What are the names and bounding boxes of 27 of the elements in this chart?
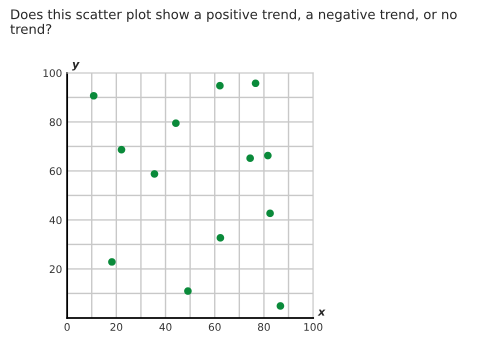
y-axis-title: y [72,62,80,71]
chart-title: Does this scatter plot show a positive trend, a negative trend, or no trend? [10,9,457,34]
point [172,119,180,127]
point [90,92,98,100]
point [264,152,272,160]
y-tick-label: 40 [50,216,62,224]
y-tick-label: 60 [50,167,62,176]
x-tick-label: 60 [208,323,221,331]
x-tick-label: 80 [258,323,270,331]
x-tick-label: 40 [159,323,172,331]
point [216,82,224,90]
point [184,287,192,295]
y-tick-label: 80 [50,118,62,126]
point [150,170,158,178]
point [246,154,254,162]
point [108,258,116,266]
point [216,234,224,242]
x-tick-label: 20 [110,323,122,331]
point [118,146,126,154]
y-tick-label: 20 [50,265,62,274]
x-tick-label: 0 [64,323,70,331]
point [252,79,260,88]
y-tick-label: 100 [44,69,62,78]
point [266,210,274,218]
x-tick-label: 100 [304,323,322,331]
point [276,302,284,310]
x-axis-title: x [318,310,326,316]
